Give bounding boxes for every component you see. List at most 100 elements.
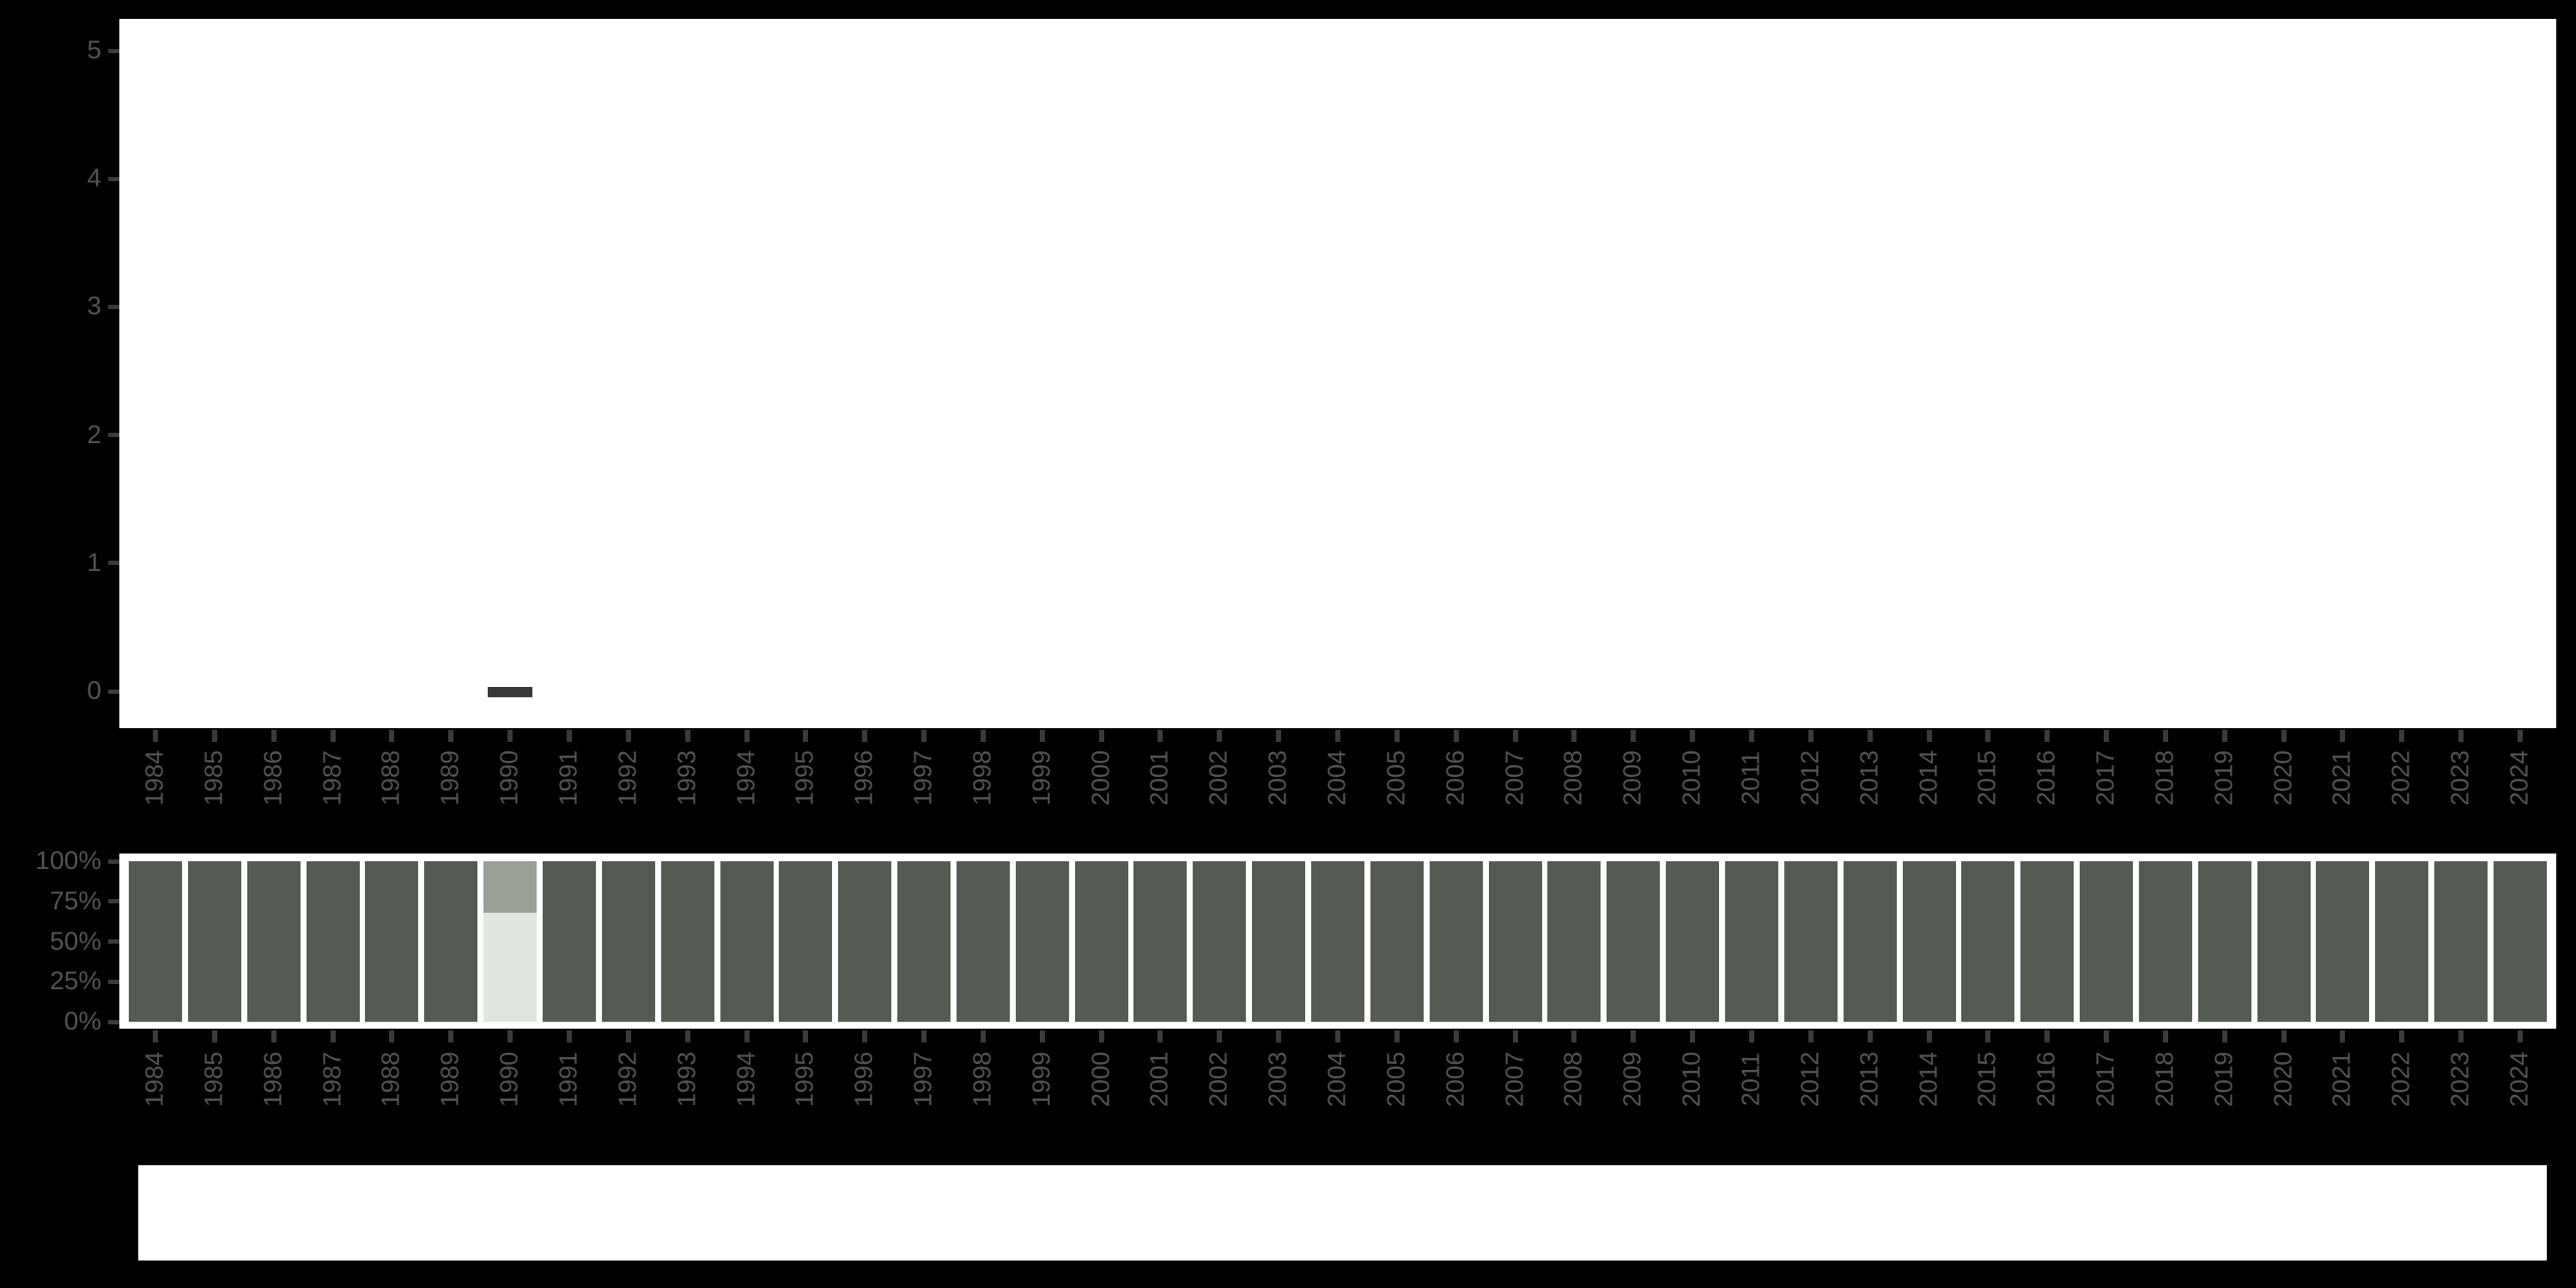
y-tick <box>108 859 119 864</box>
x-tick <box>2340 730 2346 742</box>
x-tick <box>1512 1030 1518 1042</box>
bar-segment <box>838 861 892 1022</box>
x-tick-label: 2004 <box>1323 1051 1352 1108</box>
x-tick <box>389 730 395 742</box>
bar-segment <box>1133 861 1188 1022</box>
x-tick <box>153 1030 158 1042</box>
x-tick-label: 2001 <box>1145 1051 1174 1108</box>
x-tick <box>625 1030 631 1042</box>
y-tick-label: 2 <box>87 420 101 449</box>
x-tick-label: 1992 <box>614 750 642 806</box>
x-tick-label: 1985 <box>200 1051 228 1108</box>
x-tick-label: 1989 <box>436 1051 465 1108</box>
x-tick <box>1690 730 1696 742</box>
bar-segment <box>2375 861 2429 1022</box>
x-tick-label: 2024 <box>2506 1051 2534 1108</box>
x-tick-label: 2016 <box>2032 750 2061 806</box>
x-tick-label: 1999 <box>1028 750 1056 806</box>
x-tick <box>1631 730 1637 742</box>
x-tick <box>921 730 927 742</box>
x-tick <box>1335 730 1340 742</box>
x-tick-label: 2013 <box>1856 1051 1884 1108</box>
bar-segment <box>129 861 182 1022</box>
x-tick-label: 2014 <box>1915 1051 1942 1108</box>
x-tick <box>389 1030 395 1042</box>
x-tick <box>2162 730 2168 742</box>
bar-segment <box>660 861 714 1022</box>
bar-segment <box>2197 861 2251 1022</box>
x-tick-label: 1995 <box>791 750 819 806</box>
y-tick-label: 50% <box>49 927 101 956</box>
x-tick-label: 2005 <box>1382 750 1411 806</box>
bar-segment <box>365 861 419 1022</box>
x-tick-label: 1993 <box>673 1051 702 1108</box>
x-tick-label: 2006 <box>1442 1051 1470 1108</box>
x-tick-label: 2024 <box>2506 750 2534 806</box>
x-tick-label: 1993 <box>673 750 702 806</box>
x-tick <box>1748 1030 1754 1042</box>
x-tick-label: 2020 <box>2269 1051 2298 1108</box>
x-tick <box>1217 1030 1223 1042</box>
bar-segment <box>601 861 655 1022</box>
x-tick-label: 2015 <box>1973 750 2002 806</box>
x-tick <box>1217 730 1223 742</box>
x-tick-label: 1995 <box>791 1051 819 1108</box>
x-tick <box>270 730 276 742</box>
bar-segment <box>1252 861 1306 1022</box>
x-tick-label: 1988 <box>377 750 405 806</box>
x-tick <box>507 1030 513 1042</box>
x-tick <box>1631 1030 1637 1042</box>
x-tick <box>744 1030 750 1042</box>
y-tick-label: 100% <box>35 847 101 875</box>
x-tick-label: 1990 <box>495 1051 524 1108</box>
x-tick-label: 2008 <box>1559 1051 1588 1108</box>
x-tick <box>2281 1030 2287 1042</box>
x-tick-label: 2016 <box>2032 1051 2061 1108</box>
x-tick-label: 2017 <box>2092 750 2120 806</box>
y-tick <box>108 304 119 309</box>
bar-segment <box>1311 861 1364 1022</box>
x-tick-label: 1989 <box>436 750 465 806</box>
x-tick-label: 1987 <box>319 1051 347 1108</box>
x-tick <box>2104 1030 2110 1042</box>
bar-segment <box>2494 861 2547 1022</box>
x-tick <box>1039 1030 1045 1042</box>
bar-segment <box>2434 861 2488 1022</box>
bar-segment <box>187 861 241 1022</box>
x-tick <box>2458 1030 2464 1042</box>
x-tick <box>211 730 217 742</box>
x-tick <box>2104 730 2110 742</box>
y-tick <box>108 433 119 438</box>
x-tick <box>862 1030 868 1042</box>
x-tick <box>211 1030 217 1042</box>
x-tick-label: 2017 <box>2092 1051 2120 1108</box>
x-tick-label: 2003 <box>1264 1051 1292 1108</box>
mean-by-year-panel <box>119 19 2556 728</box>
x-tick-label: 1998 <box>969 1051 997 1108</box>
x-tick <box>448 1030 454 1042</box>
x-tick <box>1807 730 1814 742</box>
x-tick-label: 1994 <box>732 750 760 806</box>
x-tick <box>684 730 690 742</box>
bar-segment <box>1666 861 1720 1022</box>
x-tick <box>2221 1030 2227 1042</box>
y-tick-label: 25% <box>49 967 101 996</box>
x-tick-label: 2007 <box>1501 1051 1529 1108</box>
bar-segment <box>1015 861 1069 1022</box>
x-tick-label: 1997 <box>909 750 938 806</box>
bar-segment <box>1724 861 1778 1022</box>
x-tick <box>330 1030 336 1042</box>
x-tick <box>1276 730 1282 742</box>
bar-segment <box>1902 861 1956 1022</box>
x-tick-label: 1992 <box>614 1051 642 1108</box>
x-tick <box>1985 1030 1991 1042</box>
bar-segment <box>1074 861 1128 1022</box>
x-tick <box>2044 1030 2050 1042</box>
x-tick <box>1985 730 1991 742</box>
x-tick-label: 1994 <box>732 1051 760 1108</box>
x-tick-label: 2004 <box>1323 750 1352 806</box>
x-tick-label: 1986 <box>259 1051 288 1108</box>
x-tick-label: 1991 <box>555 750 583 806</box>
x-tick-label: 2019 <box>2210 750 2239 806</box>
